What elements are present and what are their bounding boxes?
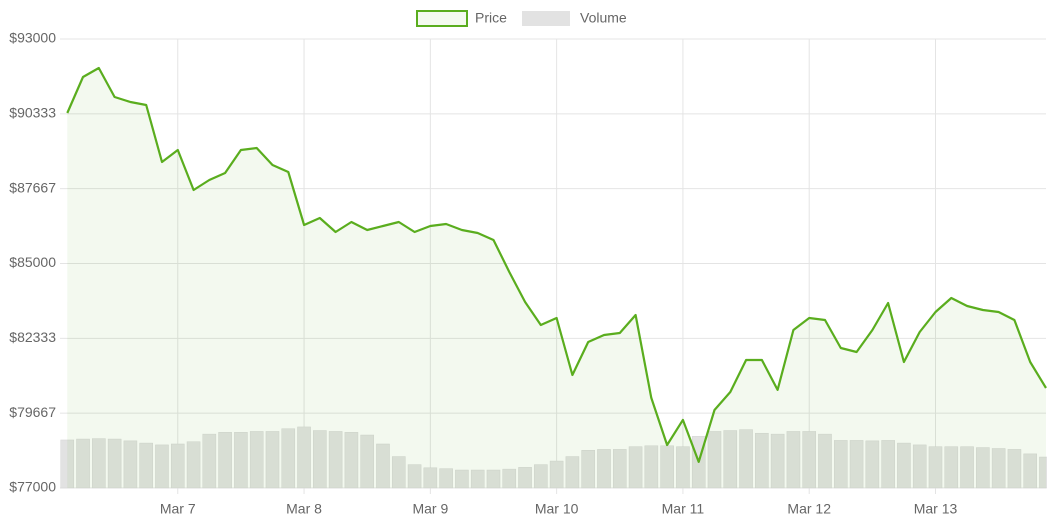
volume-bar [833,440,848,489]
volume-bar [944,446,959,489]
volume-bar [991,448,1006,489]
volume-bar [470,469,485,489]
y-tick-label: $77000 [9,479,56,495]
price-line [66,66,1047,463]
volume-bar [1023,453,1037,489]
x-tick-label: Mar 7 [160,501,196,517]
volume-bar [581,450,595,489]
y-tick-label: $93000 [9,30,56,46]
volume-bar [376,443,390,489]
x-tick-label: Mar 11 [662,501,705,517]
volume-bar [139,442,153,489]
volume-bar [60,439,75,489]
volume-bar [297,426,311,489]
volume-bar [76,438,90,489]
volume-bar [928,446,943,489]
volume-bar [202,433,217,489]
volume-bar [391,456,406,489]
volume-bar [739,429,753,489]
y-tick-label: $79667 [9,404,56,420]
legend-swatch[interactable] [522,11,570,26]
x-tick-label: Mar 12 [787,501,831,517]
volume-bar [565,456,580,489]
volume-bar [755,432,769,489]
volume-bar [518,467,532,489]
volume-bar [628,446,643,489]
volume-bar [407,464,422,489]
x-tick-label: Mar 13 [914,501,958,517]
volume-bar [234,432,248,489]
x-tick-label: Mar 10 [535,501,579,517]
volume-bar [976,447,990,489]
volume-bar [155,444,169,489]
y-tick-label: $90333 [9,105,56,121]
volume-bar [534,464,548,489]
volume-bar [328,431,343,489]
volume-bar [912,444,927,489]
y-tick-label: $82333 [9,329,56,345]
volume-bar [455,469,469,489]
y-tick-label: $85000 [9,254,56,270]
volume-bar [786,431,801,489]
volume-bar [502,468,517,489]
volume-bar [1007,449,1022,489]
volume-bar [770,433,785,489]
volume-bar [186,441,201,489]
volume-bar [818,433,832,489]
volume-bar [549,460,564,489]
volume-bar [486,469,501,489]
volume-bar [123,440,138,489]
volume-bar [170,443,185,489]
volume-bar [360,434,374,489]
volume-bar [265,431,280,489]
volume-bar [802,431,816,489]
volume-bar [644,445,659,489]
y-tick-label: $87667 [9,179,56,195]
volume-bar [439,468,453,489]
volume-bar [865,440,880,489]
volume-bar [597,449,611,489]
volume-bar [313,430,327,489]
volume-bar [612,449,627,489]
volume-bar [1039,456,1047,489]
volume-bar [281,428,296,489]
volume-bar [344,432,359,489]
volume-bar [249,431,264,489]
volume-bar [107,438,122,489]
legend-label[interactable]: Price [475,10,507,26]
volume-bar [707,431,722,489]
volume-bar [423,467,438,489]
volume-bar [881,440,895,489]
volume-bar [960,446,974,489]
legend-label[interactable]: Volume [580,10,627,26]
volume-bar [723,430,738,489]
volume-bar [849,440,864,489]
x-tick-label: Mar 8 [286,501,322,517]
price-area [67,68,1047,488]
x-tick-label: Mar 9 [412,501,448,517]
volume-bar [676,446,690,489]
volume-bar [218,432,232,489]
volume-bar [92,438,106,489]
volume-bar [897,442,911,489]
legend-swatch[interactable] [416,10,468,27]
